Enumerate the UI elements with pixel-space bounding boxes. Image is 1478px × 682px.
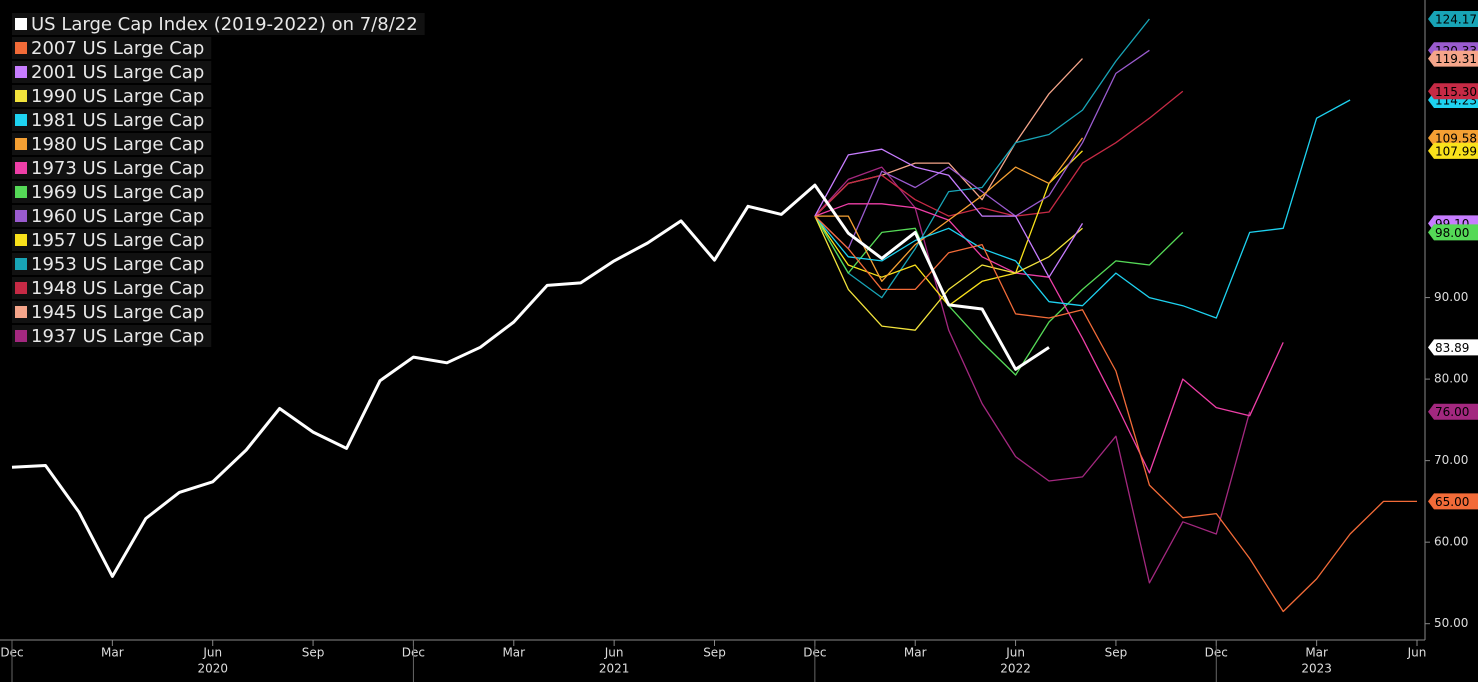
analog-line <box>814 215 1184 376</box>
legend-bg <box>12 229 212 251</box>
end-tag <box>1428 83 1478 100</box>
year-label: 2023 <box>1301 662 1332 676</box>
legend-label: 1937 US Large Cap <box>31 326 204 347</box>
x-tick-label: Sep <box>1105 646 1128 660</box>
legend-bg <box>12 157 212 179</box>
legend-swatch <box>15 330 27 342</box>
legend-bg <box>12 301 212 323</box>
legend-bg <box>12 109 212 131</box>
year-label: 2020 <box>197 662 228 676</box>
y-tick-label: 60.00 <box>1434 535 1468 549</box>
legend-swatch <box>15 90 27 102</box>
legend-swatch <box>15 138 27 150</box>
legend-label: 1981 US Large Cap <box>31 110 204 131</box>
analog-line <box>814 49 1150 250</box>
analog-line <box>814 215 1417 613</box>
end-tag <box>1428 339 1478 356</box>
legend-label: 1953 US Large Cap <box>31 254 204 275</box>
legend-label: 1945 US Large Cap <box>31 302 204 323</box>
x-tick-label: Mar <box>101 646 124 660</box>
legend-bg <box>12 205 212 227</box>
analog-line <box>814 137 1084 282</box>
legend-label: 1973 US Large Cap <box>31 158 204 179</box>
legend-bg <box>12 253 212 275</box>
legend-swatch <box>15 258 27 270</box>
legend-label: 1957 US Large Cap <box>31 230 204 251</box>
legend-bg <box>12 37 212 59</box>
legend-swatch <box>15 162 27 174</box>
legend: US Large Cap Index (2019-2022) on 7/8/22… <box>12 13 425 347</box>
legend-bg <box>12 277 212 299</box>
x-tick-label: Mar <box>904 646 927 660</box>
legend-bg <box>12 61 212 83</box>
analog-line <box>814 148 1084 278</box>
legend-label: 1969 US Large Cap <box>31 182 204 203</box>
y-tick-label: 80.00 <box>1434 372 1468 386</box>
legend-label: 1980 US Large Cap <box>31 134 204 155</box>
legend-swatch <box>15 234 27 246</box>
legend-swatch <box>15 186 27 198</box>
legend-bg <box>12 181 212 203</box>
legend-swatch <box>15 306 27 318</box>
y-tick-label: 70.00 <box>1434 453 1468 467</box>
analog-line <box>814 215 1083 331</box>
x-tick-label: Mar <box>502 646 525 660</box>
x-tick-label: Jun <box>1407 646 1427 660</box>
end-tag-label: 109.58 <box>1435 131 1477 145</box>
end-tag-label: 98.00 <box>1435 226 1469 240</box>
legend-bg <box>12 325 212 347</box>
end-tag <box>1428 129 1478 146</box>
end-tag <box>1428 224 1478 241</box>
legend-label: 1960 US Large Cap <box>31 206 204 227</box>
legend-swatch <box>15 18 27 30</box>
legend-swatch <box>15 42 27 54</box>
legend-swatch <box>15 66 27 78</box>
legend-label: 1990 US Large Cap <box>31 86 204 107</box>
end-tag-label: 119.31 <box>1435 52 1477 66</box>
x-tick-label: Sep <box>302 646 325 660</box>
end-tag-label: 107.99 <box>1435 144 1477 158</box>
legend-label: 2001 US Large Cap <box>31 62 204 83</box>
legend-bg <box>12 133 212 155</box>
end-tag-label: 65.00 <box>1435 495 1469 509</box>
legend-label: US Large Cap Index (2019-2022) on 7/8/22 <box>31 14 418 35</box>
end-tag <box>1428 142 1478 159</box>
y-tick-label: 90.00 <box>1434 290 1468 304</box>
x-tick-label: Jun <box>604 646 624 660</box>
end-tag-label: 115.30 <box>1435 85 1477 99</box>
legend-swatch <box>15 282 27 294</box>
analog-line <box>814 18 1150 299</box>
x-tick-label: Mar <box>1305 646 1328 660</box>
year-label: 2021 <box>599 662 630 676</box>
x-tick-label: Sep <box>703 646 726 660</box>
end-tag <box>1428 10 1478 27</box>
main-line <box>11 183 1050 578</box>
legend-bg <box>12 13 425 35</box>
analog-line <box>814 99 1351 319</box>
legend-label: 1948 US Large Cap <box>31 278 204 299</box>
x-tick-label: Jun <box>202 646 222 660</box>
end-tag-label: 76.00 <box>1435 405 1469 419</box>
legend-label: 2007 US Large Cap <box>31 38 204 59</box>
end-tag <box>1428 493 1478 510</box>
y-tick-label: 50.00 <box>1434 616 1468 630</box>
legend-swatch <box>15 210 27 222</box>
end-tag <box>1428 403 1478 420</box>
analog-line <box>814 90 1184 217</box>
x-tick-label: Jun <box>1005 646 1025 660</box>
legend-bg <box>12 85 212 107</box>
year-label: 2022 <box>1000 662 1031 676</box>
end-tag <box>1428 50 1478 67</box>
end-tag-label: 124.17 <box>1435 12 1477 26</box>
legend-swatch <box>15 114 27 126</box>
end-tag-label: 83.89 <box>1435 341 1469 355</box>
